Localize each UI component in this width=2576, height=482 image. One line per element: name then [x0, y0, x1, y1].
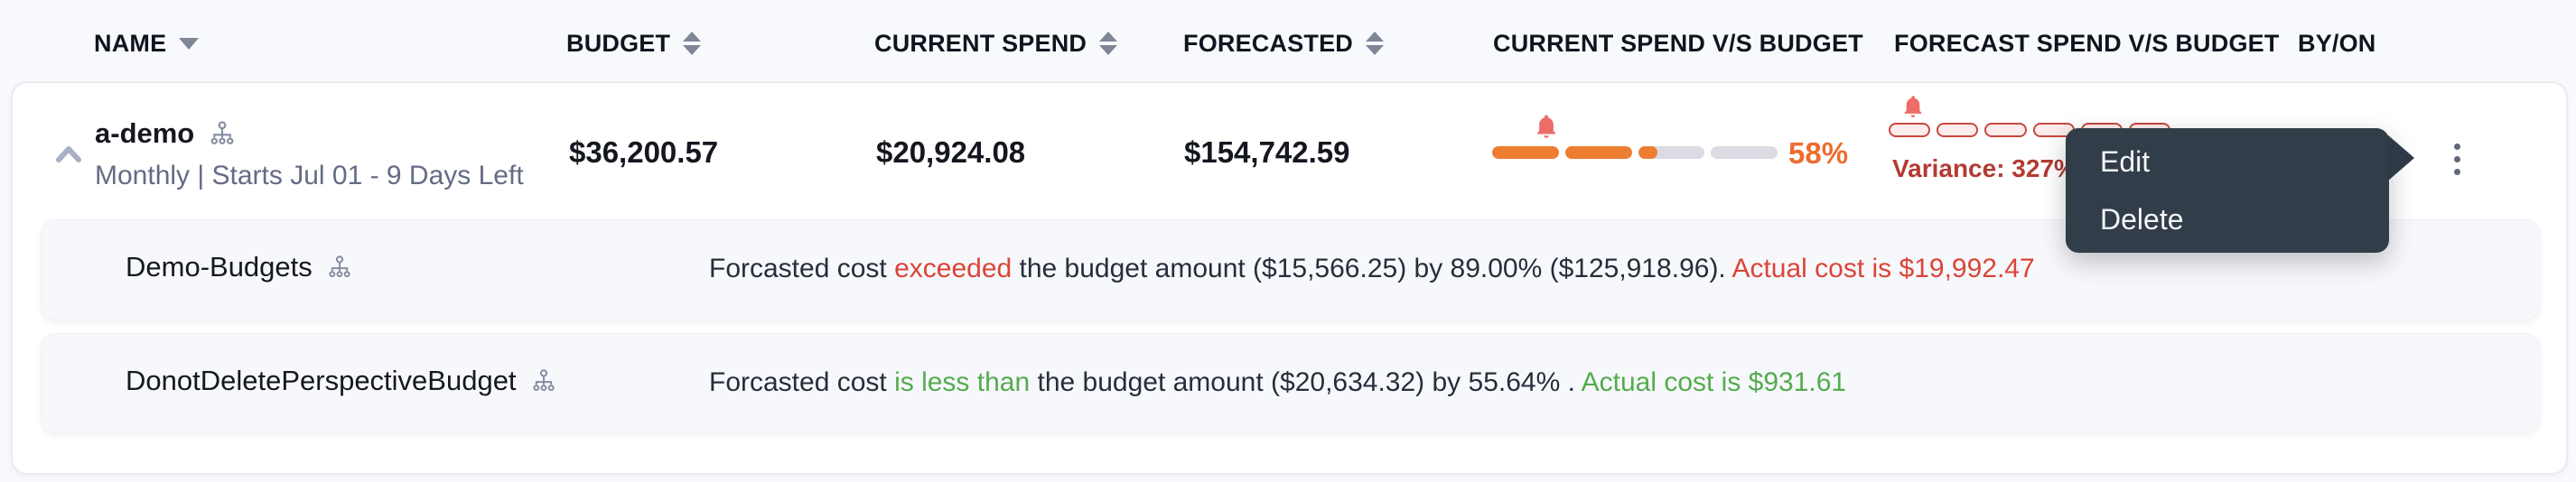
status-word: is less than — [894, 367, 1031, 397]
budget-schedule: Monthly | Starts Jul 01 - 9 Days Left — [95, 161, 524, 190]
column-header-current-vs-budget: CURRENT SPEND V/S BUDGET — [1493, 29, 1863, 58]
kebab-dot — [2453, 168, 2460, 175]
description-text: Forcasted cost — [709, 367, 895, 397]
hierarchy-icon — [532, 369, 555, 392]
forecasted-amount: $154,742.59 — [1184, 135, 1350, 169]
variance-label: Variance: 327% — [1892, 154, 2077, 182]
sub-budget-name[interactable]: DonotDeletePerspectiveBudget — [126, 365, 556, 397]
sub-budget-name[interactable]: Demo-Budgets — [126, 251, 352, 283]
sort-icon[interactable] — [1366, 32, 1385, 55]
description-text: Forcasted cost — [709, 254, 895, 283]
chevron-up-icon — [56, 146, 81, 162]
sub-budget-row[interactable] — [41, 333, 2540, 433]
column-header-by-on: BY/ON — [2298, 29, 2376, 58]
sub-budget-description: Forcasted cost is less than the budget a… — [709, 367, 1846, 398]
actual-cost-text: Actual cost is $19,992.47 — [1731, 254, 2035, 283]
sub-budget-name-label: Demo-Budgets — [126, 251, 313, 283]
column-header-forecasted[interactable]: FORECASTED — [1183, 29, 1385, 58]
actual-cost-text: Actual cost is $931.61 — [1581, 367, 1847, 397]
column-header-forecast-vs-budget: FORECAST SPEND V/S BUDGET — [1894, 29, 2280, 58]
column-header-current-spend-label: CURRENT SPEND — [874, 29, 1087, 57]
description-text: the budget amount ($20,634.32) by 55.64%… — [1030, 367, 1582, 397]
context-menu-arrow — [2387, 134, 2414, 181]
current-vs-budget-bar-area — [1492, 112, 1778, 159]
menu-item-delete[interactable]: Delete — [2100, 202, 2184, 236]
column-header-name[interactable]: NAME — [94, 29, 200, 58]
alert-bell-icon — [1533, 112, 1560, 145]
current-spend-amount: $20,924.08 — [876, 135, 1026, 169]
budget-name-label: a-demo — [95, 117, 195, 149]
alert-bell-icon — [1900, 93, 1926, 125]
current-vs-budget-percent: 58% — [1788, 136, 1849, 170]
menu-item-edit[interactable]: Edit — [2100, 144, 2151, 178]
column-header-budget[interactable]: BUDGET — [566, 29, 702, 58]
sub-budget-name-label: DonotDeletePerspectiveBudget — [126, 365, 517, 396]
sort-icon[interactable] — [1099, 32, 1118, 55]
filter-caret-icon[interactable] — [179, 37, 200, 50]
collapse-chevron-button[interactable] — [52, 141, 85, 168]
budget-name[interactable]: a-demo — [95, 117, 236, 150]
column-header-forecast-vs-budget-label: FORECAST SPEND V/S BUDGET — [1894, 29, 2280, 57]
forecast-vs-budget-bar-area — [1889, 93, 2171, 137]
hierarchy-icon — [210, 121, 234, 144]
status-word: exceeded — [894, 254, 1013, 283]
current-vs-budget-progressbar — [1492, 146, 1778, 159]
kebab-dot — [2453, 155, 2460, 162]
kebab-dot — [2453, 143, 2460, 150]
forecast-vs-budget-progressbar — [1889, 123, 2171, 137]
row-context-menu: Edit Delete — [2066, 128, 2389, 253]
sort-icon[interactable] — [683, 32, 702, 55]
hierarchy-icon — [329, 255, 350, 278]
column-header-by-on-label: BY/ON — [2298, 29, 2376, 57]
column-header-budget-label: BUDGET — [566, 29, 671, 57]
column-header-current-spend[interactable]: CURRENT SPEND — [874, 29, 1118, 58]
description-text: the budget amount ($15,566.25) by 89.00%… — [1012, 254, 1732, 283]
row-actions-kebab-button[interactable] — [2442, 139, 2471, 179]
sub-budget-description: Forcasted cost exceeded the budget amoun… — [709, 254, 2035, 284]
budget-amount: $36,200.57 — [569, 135, 719, 169]
column-header-current-vs-budget-label: CURRENT SPEND V/S BUDGET — [1493, 29, 1863, 57]
column-header-name-label: NAME — [94, 29, 167, 57]
column-header-forecasted-label: FORECASTED — [1183, 29, 1354, 57]
